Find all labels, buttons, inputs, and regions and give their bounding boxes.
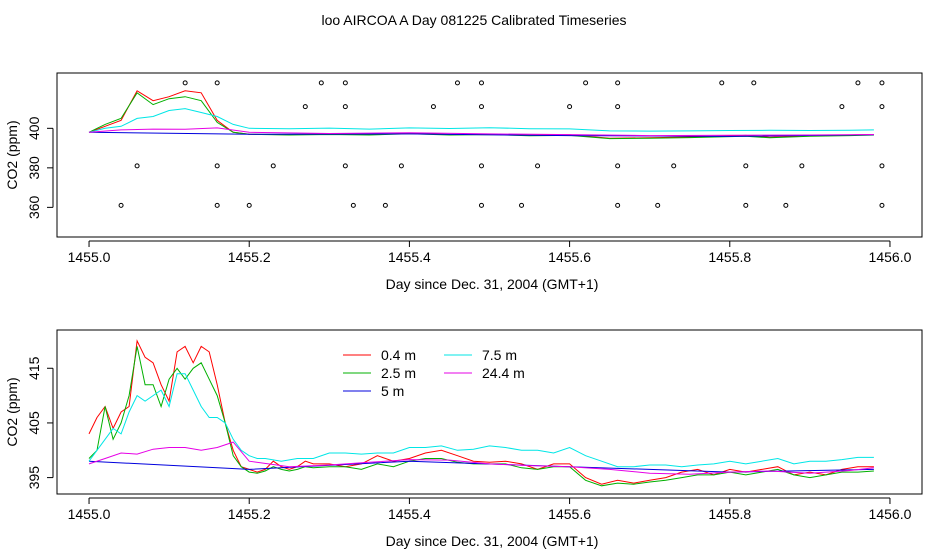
marker-point bbox=[214, 80, 220, 86]
legend-label: 24.4 m bbox=[482, 365, 525, 381]
marker-point bbox=[879, 163, 885, 169]
marker-point bbox=[615, 202, 621, 208]
top-panel: 1455.0 1455.2 1455.4 1455.6 1455.8 1456.0 360… bbox=[4, 72, 923, 292]
series-line-5-m bbox=[88, 131, 874, 137]
marker-point bbox=[182, 80, 188, 86]
top-y-ticks: 360 380 400 bbox=[26, 116, 54, 219]
y-tick-label: 360 bbox=[26, 195, 42, 219]
marker-point bbox=[382, 202, 388, 208]
x-tick-label: 1456.0 bbox=[869, 249, 912, 265]
marker-point bbox=[751, 80, 757, 86]
legend-label: 7.5 m bbox=[482, 347, 517, 363]
marker-point bbox=[783, 202, 789, 208]
legend-label: 2.5 m bbox=[381, 365, 416, 381]
bottom-y-ticks: 395 405 415 bbox=[26, 356, 54, 490]
marker-point bbox=[134, 163, 140, 169]
marker-point bbox=[743, 202, 749, 208]
marker-point bbox=[879, 202, 885, 208]
top-series-lines bbox=[88, 90, 874, 140]
x-tick-label: 1455.4 bbox=[388, 506, 431, 522]
top-markers bbox=[118, 80, 885, 208]
series-line-24-4-m bbox=[88, 441, 874, 475]
marker-point bbox=[535, 163, 541, 169]
marker-point bbox=[302, 104, 308, 110]
marker-point bbox=[519, 202, 525, 208]
marker-point bbox=[478, 104, 484, 110]
series-line-2-5-m bbox=[88, 346, 874, 487]
marker-point bbox=[214, 202, 220, 208]
marker-point bbox=[398, 163, 404, 169]
marker-point bbox=[342, 163, 348, 169]
top-x-axis-label: Day since Dec. 31, 2004 (GMT+1) bbox=[386, 276, 599, 292]
marker-point bbox=[839, 104, 845, 110]
marker-point bbox=[270, 163, 276, 169]
bottom-x-axis-label: Day since Dec. 31, 2004 (GMT+1) bbox=[386, 533, 599, 549]
marker-point bbox=[615, 80, 621, 86]
top-y-axis-label: CO2 (ppm) bbox=[4, 120, 20, 189]
marker-point bbox=[615, 104, 621, 110]
series-line-24-4-m bbox=[88, 127, 874, 137]
marker-point bbox=[567, 104, 573, 110]
x-tick-label: 1455.0 bbox=[68, 506, 111, 522]
marker-point bbox=[879, 104, 885, 110]
chart-title: loo AIRCOA A Day 081225 Calibrated Times… bbox=[321, 12, 626, 28]
x-tick-label: 1455.6 bbox=[548, 506, 591, 522]
marker-point bbox=[430, 104, 436, 110]
y-tick-label: 405 bbox=[26, 411, 42, 435]
legend-label: 0.4 m bbox=[381, 347, 416, 363]
marker-point bbox=[799, 163, 805, 169]
y-tick-label: 380 bbox=[26, 156, 42, 180]
marker-point bbox=[350, 202, 356, 208]
marker-point bbox=[583, 80, 589, 86]
series-line-0-4-m bbox=[88, 90, 874, 139]
x-tick-label: 1455.2 bbox=[228, 249, 271, 265]
x-tick-label: 1455.2 bbox=[228, 506, 271, 522]
x-tick-label: 1455.8 bbox=[708, 249, 751, 265]
top-x-ticks: 1455.0 1455.2 1455.4 1455.6 1455.8 1456.0 bbox=[68, 240, 912, 265]
bottom-panel: 1455.0 1455.2 1455.4 1455.6 1455.8 1456.0 395… bbox=[4, 329, 923, 549]
marker-point bbox=[214, 163, 220, 169]
x-tick-label: 1456.0 bbox=[869, 506, 912, 522]
y-tick-label: 395 bbox=[26, 466, 42, 490]
marker-point bbox=[318, 80, 324, 86]
series-line-2-5-m bbox=[88, 92, 874, 140]
bottom-y-axis-label: CO2 (ppm) bbox=[4, 377, 20, 446]
top-plot-frame bbox=[56, 72, 923, 238]
marker-point bbox=[879, 80, 885, 86]
marker-point bbox=[655, 202, 661, 208]
marker-point bbox=[671, 163, 677, 169]
marker-point bbox=[478, 202, 484, 208]
series-line-7-5-m bbox=[88, 108, 874, 133]
series-line-7-5-m bbox=[88, 373, 874, 468]
marker-point bbox=[342, 104, 348, 110]
marker-point bbox=[719, 80, 725, 86]
marker-point bbox=[246, 202, 252, 208]
marker-point bbox=[855, 80, 861, 86]
marker-point bbox=[478, 163, 484, 169]
bottom-x-ticks: 1455.0 1455.2 1455.4 1455.6 1455.8 1456.0 bbox=[68, 497, 912, 522]
x-tick-label: 1455.4 bbox=[388, 249, 431, 265]
x-tick-label: 1455.8 bbox=[708, 506, 751, 522]
marker-point bbox=[615, 163, 621, 169]
marker-point bbox=[342, 80, 348, 86]
marker-point bbox=[118, 202, 124, 208]
x-tick-label: 1455.6 bbox=[548, 249, 591, 265]
bottom-plot-frame bbox=[56, 329, 923, 495]
y-tick-label: 415 bbox=[26, 356, 42, 380]
marker-point bbox=[478, 80, 484, 86]
marker-point bbox=[454, 80, 460, 86]
bottom-series-lines bbox=[88, 339, 874, 487]
marker-point bbox=[743, 163, 749, 169]
y-tick-label: 400 bbox=[26, 116, 42, 140]
series-line-0-4-m bbox=[88, 339, 874, 485]
legend: 0.4 m 2.5 m 5 m 7.5 m 24.4 m bbox=[343, 347, 525, 399]
legend-label: 5 m bbox=[381, 383, 404, 399]
x-tick-label: 1455.0 bbox=[68, 249, 111, 265]
